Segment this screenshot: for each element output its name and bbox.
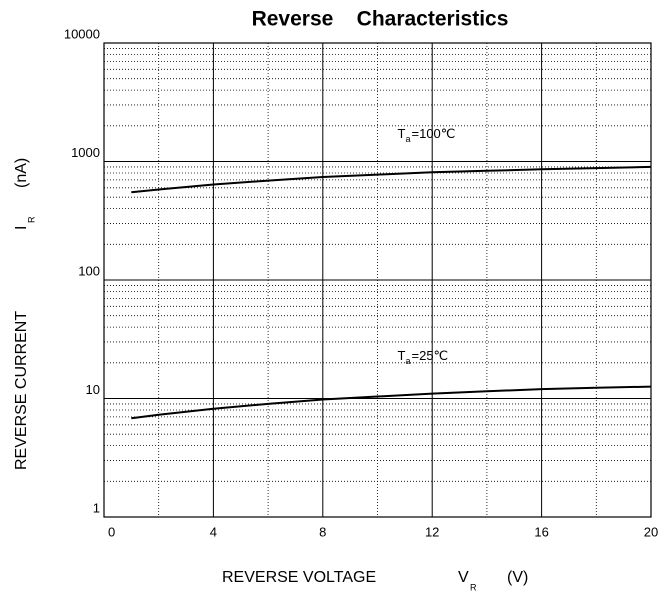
x-label-unit: (V) [507, 569, 528, 586]
y-label-symbol: I [13, 226, 30, 230]
series-label-rest: =25℃ [412, 348, 449, 363]
x-tick-label: 0 [108, 524, 115, 539]
plot-frame [103, 42, 652, 518]
y-label-subscript: R [26, 216, 36, 223]
series-label-rest: =100℃ [412, 126, 456, 141]
data-line [131, 165, 652, 194]
x-axis-label: REVERSE VOLTAGE V R (V) [222, 569, 528, 592]
x-tick-label: 4 [210, 524, 217, 539]
series-label-symbol: T [398, 126, 406, 141]
x-tick-label: 12 [425, 524, 439, 539]
y-label-text: REVERSE CURRENT [13, 311, 30, 470]
x-label-subscript: R [470, 582, 477, 592]
x-tick-label: 8 [319, 524, 326, 539]
x-tick-label: 16 [534, 524, 548, 539]
series-label-subscript: a [406, 134, 411, 144]
y-tick-label: 100 [78, 263, 100, 278]
x-tick-label: 20 [644, 524, 658, 539]
y-tick-label: 10 [86, 382, 100, 397]
chart-title: Reverse Characteristics [252, 8, 509, 31]
y-axis-label: REVERSE CURRENT I R (nA) [13, 158, 36, 470]
y-label-unit: (nA) [13, 158, 30, 188]
y-tick-label: 10000 [64, 26, 100, 41]
series-label-subscript: a [406, 356, 411, 366]
x-label-text: REVERSE VOLTAGE [222, 569, 376, 586]
y-tick-label: 1 [93, 500, 100, 515]
y-tick-label: 1000 [71, 145, 100, 160]
x-label-symbol: V [458, 569, 469, 586]
data-line [131, 385, 652, 420]
series-label-symbol: T [398, 348, 406, 363]
